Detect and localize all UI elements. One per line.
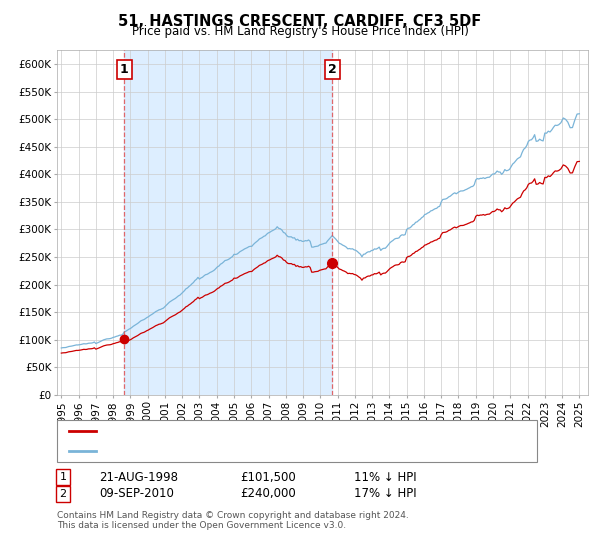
Text: 21-AUG-1998: 21-AUG-1998 [99, 470, 178, 484]
Text: 1: 1 [120, 63, 128, 76]
Text: Price paid vs. HM Land Registry's House Price Index (HPI): Price paid vs. HM Land Registry's House … [131, 25, 469, 38]
Text: 11% ↓ HPI: 11% ↓ HPI [354, 470, 416, 484]
Text: HPI: Average price, detached house, Cardiff: HPI: Average price, detached house, Card… [102, 446, 346, 456]
Text: £101,500: £101,500 [240, 470, 296, 484]
Text: 1: 1 [59, 472, 67, 482]
Text: Contains HM Land Registry data © Crown copyright and database right 2024.
This d: Contains HM Land Registry data © Crown c… [57, 511, 409, 530]
Text: 17% ↓ HPI: 17% ↓ HPI [354, 487, 416, 501]
Text: 2: 2 [59, 489, 67, 499]
Text: 09-SEP-2010: 09-SEP-2010 [99, 487, 174, 501]
Bar [124, 50, 332, 395]
Text: 51, HASTINGS CRESCENT, CARDIFF, CF3 5DF: 51, HASTINGS CRESCENT, CARDIFF, CF3 5DF [118, 14, 482, 29]
Text: 51, HASTINGS CRESCENT, CARDIFF, CF3 5DF (detached house): 51, HASTINGS CRESCENT, CARDIFF, CF3 5DF … [102, 426, 453, 436]
Text: £240,000: £240,000 [240, 487, 296, 501]
Text: 2: 2 [328, 63, 337, 76]
